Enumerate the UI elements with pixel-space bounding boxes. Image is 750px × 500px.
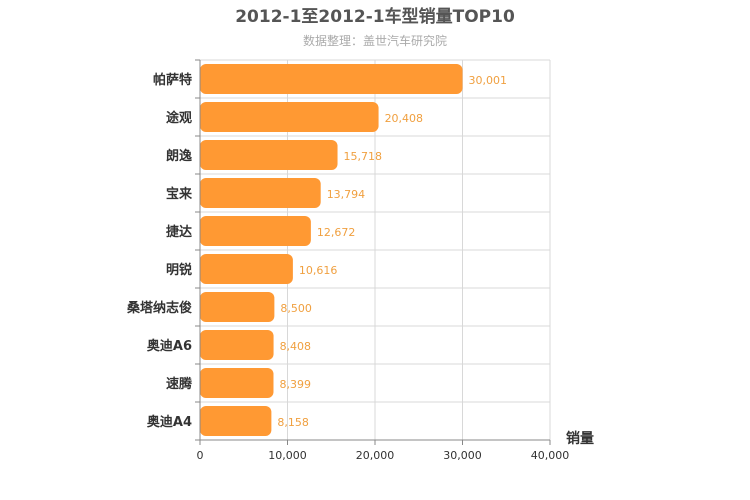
x-tick-label: 30,000 bbox=[443, 449, 482, 462]
data-label: 15,718 bbox=[344, 150, 383, 163]
bar bbox=[200, 406, 272, 436]
bar bbox=[200, 64, 463, 94]
bar bbox=[200, 368, 274, 398]
data-label: 20,408 bbox=[385, 112, 424, 125]
x-tick-label: 0 bbox=[197, 449, 204, 462]
axes: 0 10,000 20,000 30,000 40,000 bbox=[195, 59, 570, 462]
bar bbox=[200, 178, 321, 208]
category-label: 捷达 bbox=[166, 224, 192, 240]
bar bbox=[200, 140, 338, 170]
data-label: 12,672 bbox=[317, 226, 356, 239]
data-label: 8,158 bbox=[277, 416, 309, 429]
data-label: 13,794 bbox=[327, 188, 366, 201]
x-tick-label: 40,000 bbox=[531, 449, 570, 462]
data-label: 8,408 bbox=[280, 340, 312, 353]
data-label: 30,001 bbox=[469, 74, 508, 87]
data-label: 10,616 bbox=[299, 264, 338, 277]
x-tick-label: 20,000 bbox=[356, 449, 395, 462]
x-axis-title: 销量 bbox=[566, 430, 594, 447]
category-label: 桑塔纳志俊 bbox=[126, 300, 192, 316]
labels: 帕萨特 30,001 途观 20,408 朗逸 15,718 宝来 13,794 捷达 12,67… bbox=[126, 72, 507, 430]
grid-lines bbox=[200, 59, 551, 441]
bar bbox=[200, 330, 274, 360]
category-label: 速腾 bbox=[166, 376, 193, 392]
x-tick-label: 10,000 bbox=[268, 449, 307, 462]
category-label: 帕萨特 bbox=[153, 72, 192, 88]
category-label: 宝来 bbox=[166, 186, 193, 202]
category-label: 奥迪A6 bbox=[147, 338, 192, 354]
data-label: 8,500 bbox=[280, 302, 312, 315]
category-label: 朗逸 bbox=[166, 148, 192, 164]
data-label: 8,399 bbox=[279, 378, 311, 391]
chart-subtitle: 数据整理：盖世汽车研究院 bbox=[303, 33, 447, 48]
chart-title: 2012-1至2012-1车型销量TOP10 bbox=[235, 6, 515, 27]
bars bbox=[200, 64, 463, 436]
bar bbox=[200, 216, 311, 246]
bar bbox=[200, 292, 275, 322]
bar bbox=[200, 102, 379, 132]
category-label: 途观 bbox=[166, 110, 192, 126]
bar bbox=[200, 254, 293, 284]
category-label: 奥迪A4 bbox=[147, 414, 192, 430]
category-label: 明锐 bbox=[166, 262, 192, 278]
